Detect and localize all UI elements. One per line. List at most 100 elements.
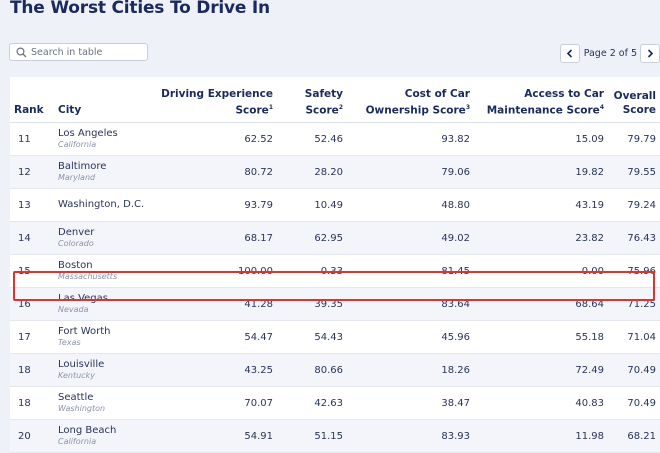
- table-row: 18 Louisville Kentucky 43.25 80.66 18.26 …: [10, 353, 660, 387]
- cell-safety: 80.66: [277, 353, 347, 387]
- header-access-score[interactable]: Access to Car Maintenance Score4: [474, 77, 608, 123]
- cell-driving: 93.79: [154, 188, 277, 222]
- table-row: 17 Fort Worth Texas 54.47 54.43 45.96 55.…: [10, 320, 660, 354]
- cell-city: Seattle Washington: [54, 386, 154, 420]
- cell-safety: 0.33: [277, 254, 347, 288]
- cell-cost: 45.96: [347, 320, 474, 354]
- cell-overall: 68.21: [608, 419, 660, 453]
- cell-safety: 62.95: [277, 221, 347, 255]
- cell-cost: 38.47: [347, 386, 474, 420]
- cities-table: Rank City Driving Experience Score1 Safe…: [10, 77, 660, 453]
- cell-safety: 10.49: [277, 188, 347, 222]
- cell-access: 15.09: [474, 122, 608, 156]
- cell-overall: 79.24: [608, 188, 660, 222]
- cell-safety: 39.35: [277, 287, 347, 321]
- cell-city: Fort Worth Texas: [54, 320, 154, 354]
- header-cost-score[interactable]: Cost of Car Ownership Score3: [347, 77, 474, 123]
- cell-overall: 75.96: [608, 254, 660, 288]
- cell-overall: 79.55: [608, 155, 660, 189]
- cell-rank: 12: [10, 155, 54, 189]
- cell-city: Boston Massachusetts: [54, 254, 154, 288]
- table-row: 11 Los Angeles California 62.52 52.46 93.…: [10, 122, 660, 156]
- cell-safety: 52.46: [277, 122, 347, 156]
- cell-rank: 16: [10, 287, 54, 321]
- cell-driving: 41.28: [154, 287, 277, 321]
- cell-rank: 18: [10, 386, 54, 420]
- cell-city: Washington, D.C.: [54, 188, 154, 222]
- cell-access: 40.83: [474, 386, 608, 420]
- cell-overall: 71.25: [608, 287, 660, 321]
- cell-city: Los Angeles California: [54, 122, 154, 156]
- cell-driving: 68.17: [154, 221, 277, 255]
- cell-city: Long Beach California: [54, 419, 154, 453]
- table-row: 14 Denver Colorado 68.17 62.95 49.02 23.8…: [10, 221, 660, 255]
- next-page-button[interactable]: [640, 43, 660, 63]
- header-safety-score[interactable]: Safety Score2: [277, 77, 347, 123]
- data-table-container: Rank City Driving Experience Score1 Safe…: [10, 77, 660, 453]
- cell-driving: 70.07: [154, 386, 277, 420]
- cell-rank: 18: [10, 353, 54, 387]
- cell-rank: 15: [10, 254, 54, 288]
- cell-rank: 11: [10, 122, 54, 156]
- cell-rank: 20: [10, 419, 54, 453]
- chevron-right-icon: [647, 48, 654, 58]
- table-row: 13 Washington, D.C. 93.79 10.49 48.80 43…: [10, 188, 660, 222]
- cell-overall: 70.49: [608, 353, 660, 387]
- cell-cost: 83.93: [347, 419, 474, 453]
- page-indicator: Page 2 of 5: [583, 47, 637, 59]
- cell-access: 55.18: [474, 320, 608, 354]
- cell-safety: 28.20: [277, 155, 347, 189]
- search-icon: [13, 44, 29, 60]
- cell-access: 23.82: [474, 221, 608, 255]
- cell-access: 72.49: [474, 353, 608, 387]
- cell-overall: 71.04: [608, 320, 660, 354]
- cell-access: 19.82: [474, 155, 608, 189]
- cell-overall: 76.43: [608, 221, 660, 255]
- cell-rank: 14: [10, 221, 54, 255]
- cell-overall: 79.79: [608, 122, 660, 156]
- cell-cost: 18.26: [347, 353, 474, 387]
- prev-page-button[interactable]: [559, 43, 580, 63]
- cell-rank: 17: [10, 320, 54, 354]
- page-title: The Worst Cities To Drive In: [10, 0, 270, 18]
- cell-access: 43.19: [474, 188, 608, 222]
- cell-access: 68.64: [474, 287, 608, 321]
- cell-safety: 51.15: [277, 419, 347, 453]
- cell-city: Denver Colorado: [54, 221, 154, 255]
- chevron-left-icon: [566, 48, 572, 58]
- cell-cost: 79.06: [347, 155, 474, 189]
- cell-city: Louisville Kentucky: [54, 353, 154, 387]
- cell-cost: 48.80: [347, 188, 474, 222]
- search-input[interactable]: [29, 46, 143, 58]
- pagination: Page 2 of 5: [559, 43, 660, 63]
- cell-city: Baltimore Maryland: [54, 155, 154, 189]
- cell-overall: 70.49: [608, 386, 660, 420]
- cell-safety: 54.43: [277, 320, 347, 354]
- table-header-row: Rank City Driving Experience Score1 Safe…: [10, 77, 660, 123]
- cell-driving: 80.72: [154, 155, 277, 189]
- cell-cost: 49.02: [347, 221, 474, 255]
- header-city[interactable]: City: [54, 77, 154, 123]
- cell-cost: 93.82: [347, 122, 474, 156]
- table-row: 12 Baltimore Maryland 80.72 28.20 79.06 1…: [10, 155, 660, 189]
- cell-rank: 13: [10, 188, 54, 222]
- cell-driving: 43.25: [154, 353, 277, 387]
- cell-driving: 54.91: [154, 419, 277, 453]
- cell-driving: 62.52: [154, 122, 277, 156]
- table-row: 20 Long Beach California 54.91 51.15 83.9…: [10, 419, 660, 453]
- cell-driving: 54.47: [154, 320, 277, 354]
- table-row: 18 Seattle Washington 70.07 42.63 38.47 4…: [10, 386, 660, 420]
- header-rank[interactable]: Rank: [10, 77, 54, 123]
- cell-cost: 83.64: [347, 287, 474, 321]
- cell-cost: 81.45: [347, 254, 474, 288]
- search-box[interactable]: [9, 43, 148, 61]
- cell-city: Las Vegas Nevada: [54, 287, 154, 321]
- cell-access: 0.00: [474, 254, 608, 288]
- cell-access: 11.98: [474, 419, 608, 453]
- table-row-highlighted: 16 Las Vegas Nevada 41.28 39.35 83.64 68.…: [10, 287, 660, 321]
- header-overall-score[interactable]: Overall Score: [608, 77, 660, 123]
- cell-driving: 100.00: [154, 254, 277, 288]
- header-driving-score[interactable]: Driving Experience Score1: [154, 77, 277, 123]
- cell-safety: 42.63: [277, 386, 347, 420]
- table-row: 15 Boston Massachusetts 100.00 0.33 81.45…: [10, 254, 660, 288]
